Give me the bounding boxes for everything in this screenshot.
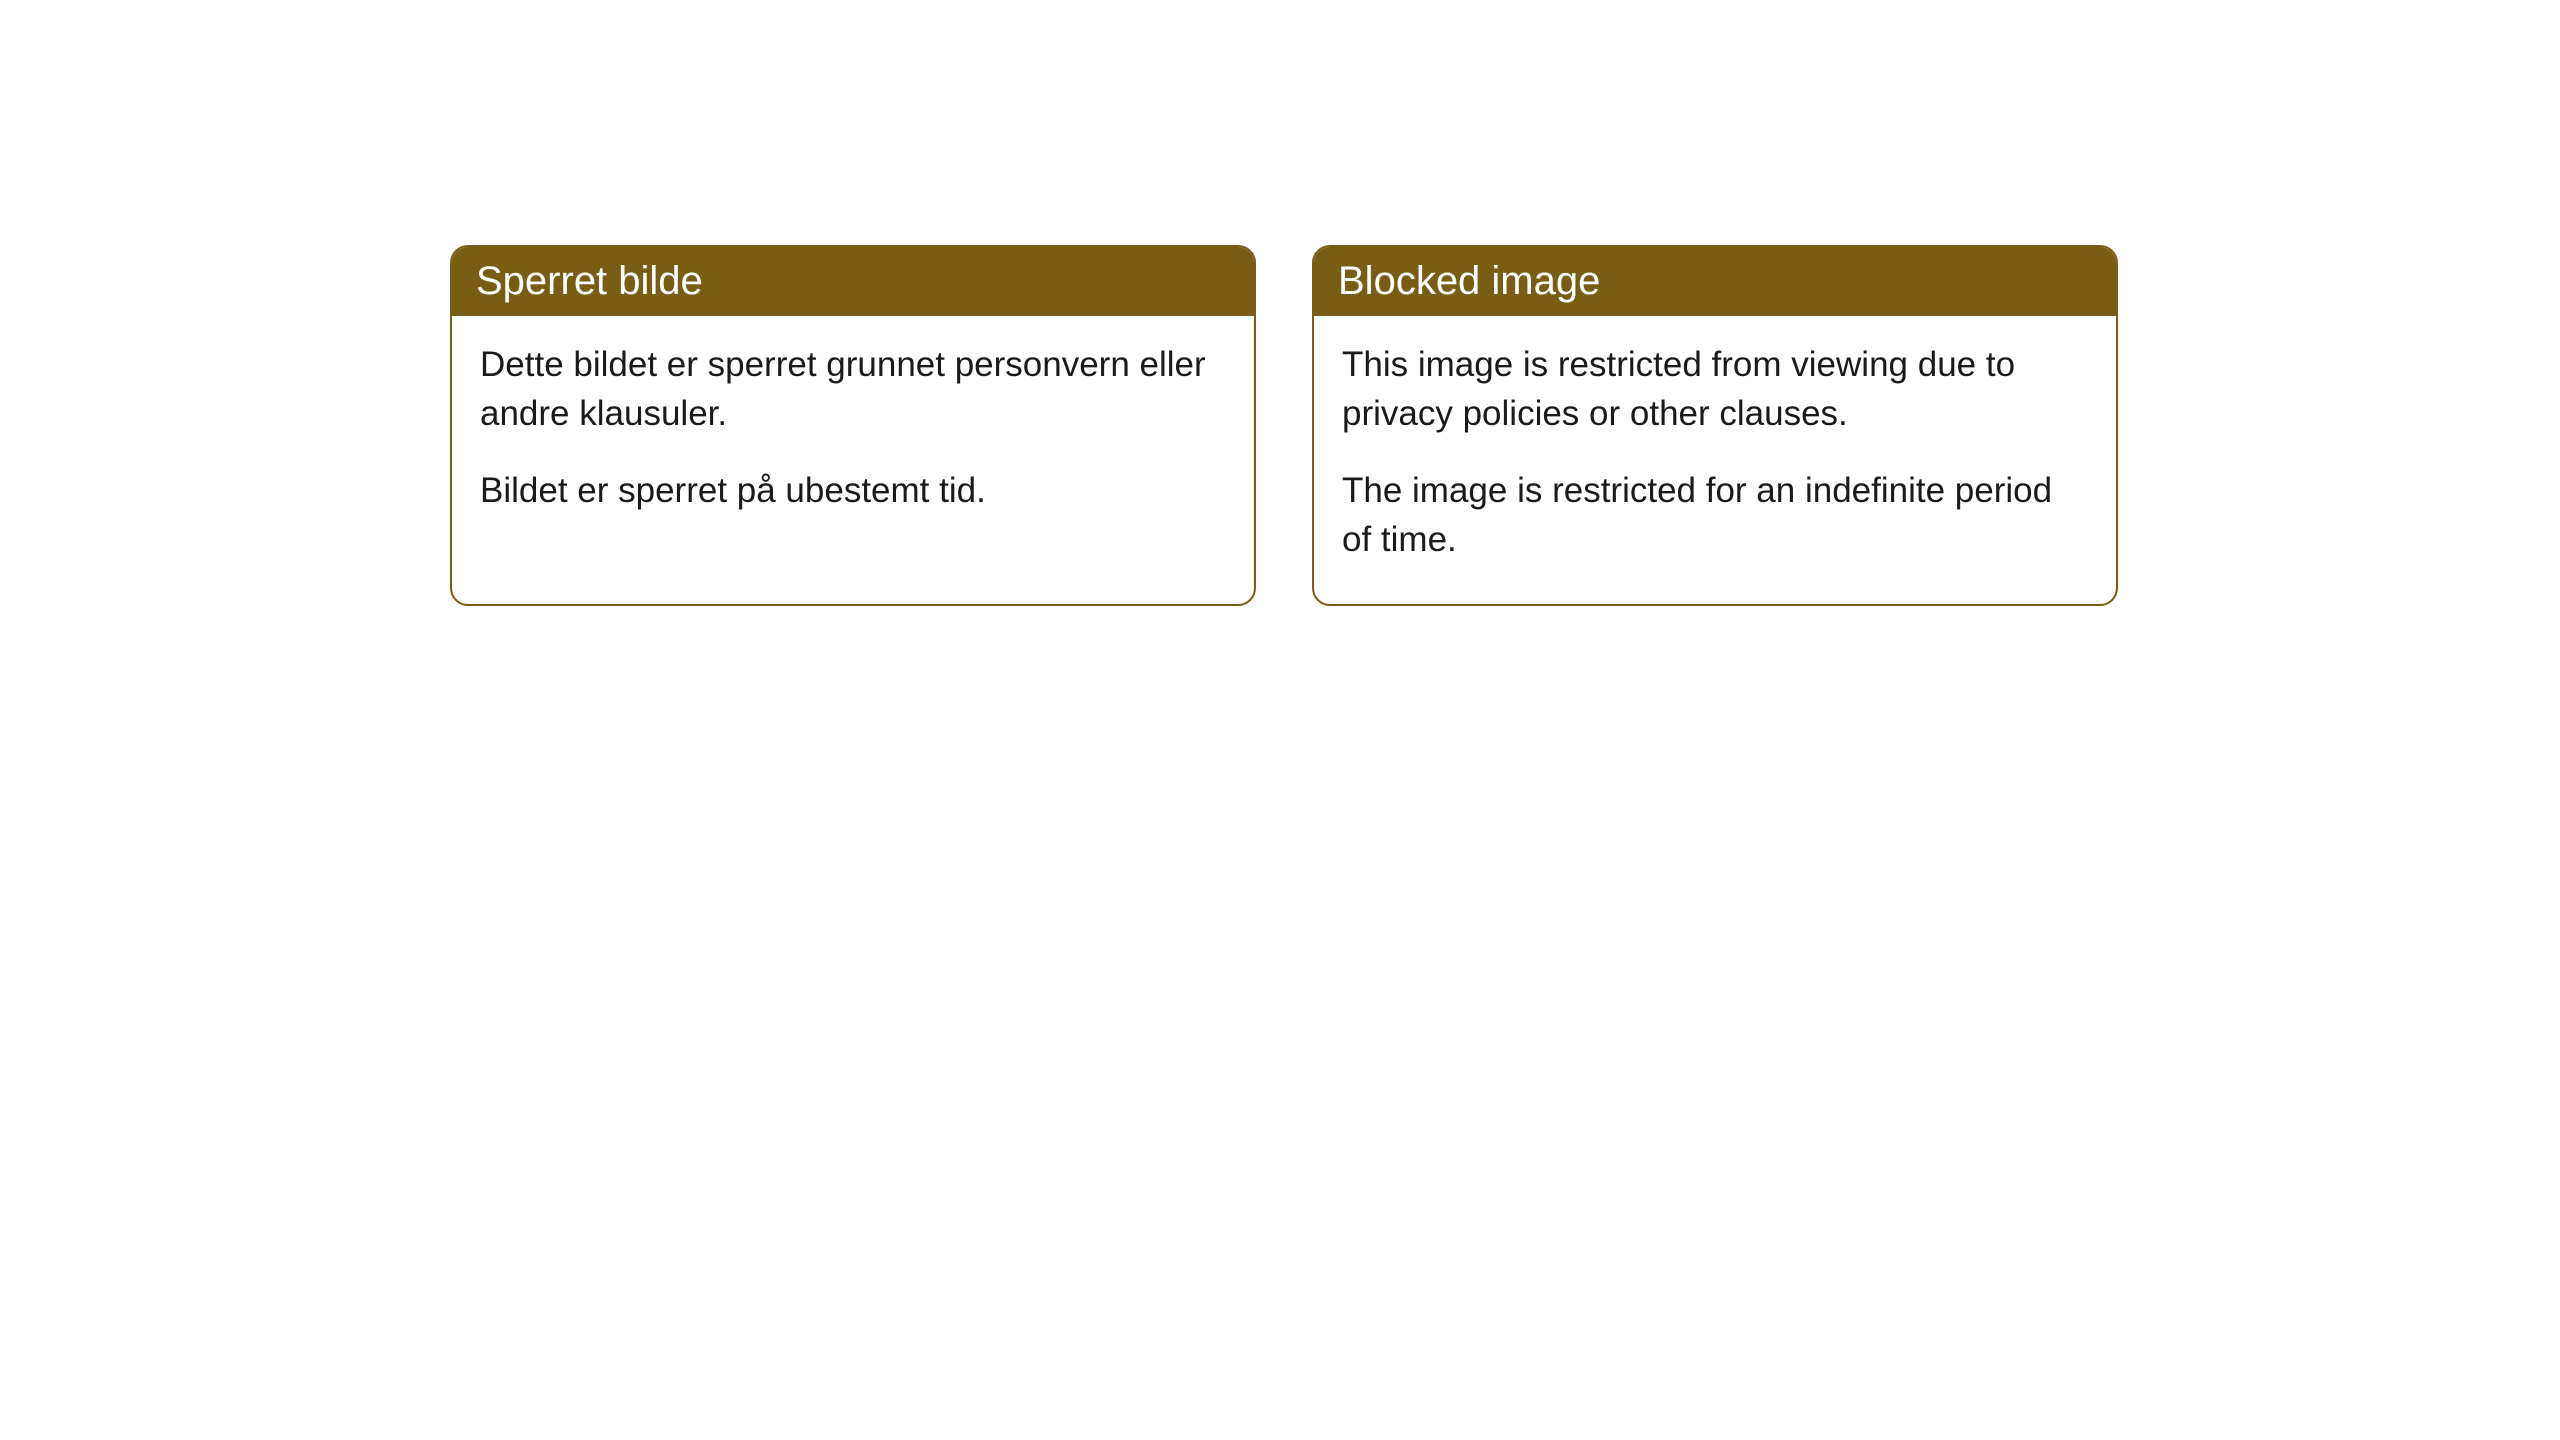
card-title: Sperret bilde <box>476 259 703 303</box>
card-header: Blocked image <box>1314 247 2116 316</box>
card-paragraph: Bildet er sperret på ubestemt tid. <box>480 466 1226 515</box>
card-paragraph: This image is restricted from viewing du… <box>1342 340 2088 438</box>
card-body: This image is restricted from viewing du… <box>1314 316 2116 604</box>
cards-container: Sperret bilde Dette bildet er sperret gr… <box>0 0 2560 606</box>
card-title: Blocked image <box>1338 259 1600 303</box>
notice-card-norwegian: Sperret bilde Dette bildet er sperret gr… <box>450 245 1256 606</box>
notice-card-english: Blocked image This image is restricted f… <box>1312 245 2118 606</box>
card-paragraph: The image is restricted for an indefinit… <box>1342 466 2088 564</box>
card-body: Dette bildet er sperret grunnet personve… <box>452 316 1254 555</box>
card-header: Sperret bilde <box>452 247 1254 316</box>
card-paragraph: Dette bildet er sperret grunnet personve… <box>480 340 1226 438</box>
